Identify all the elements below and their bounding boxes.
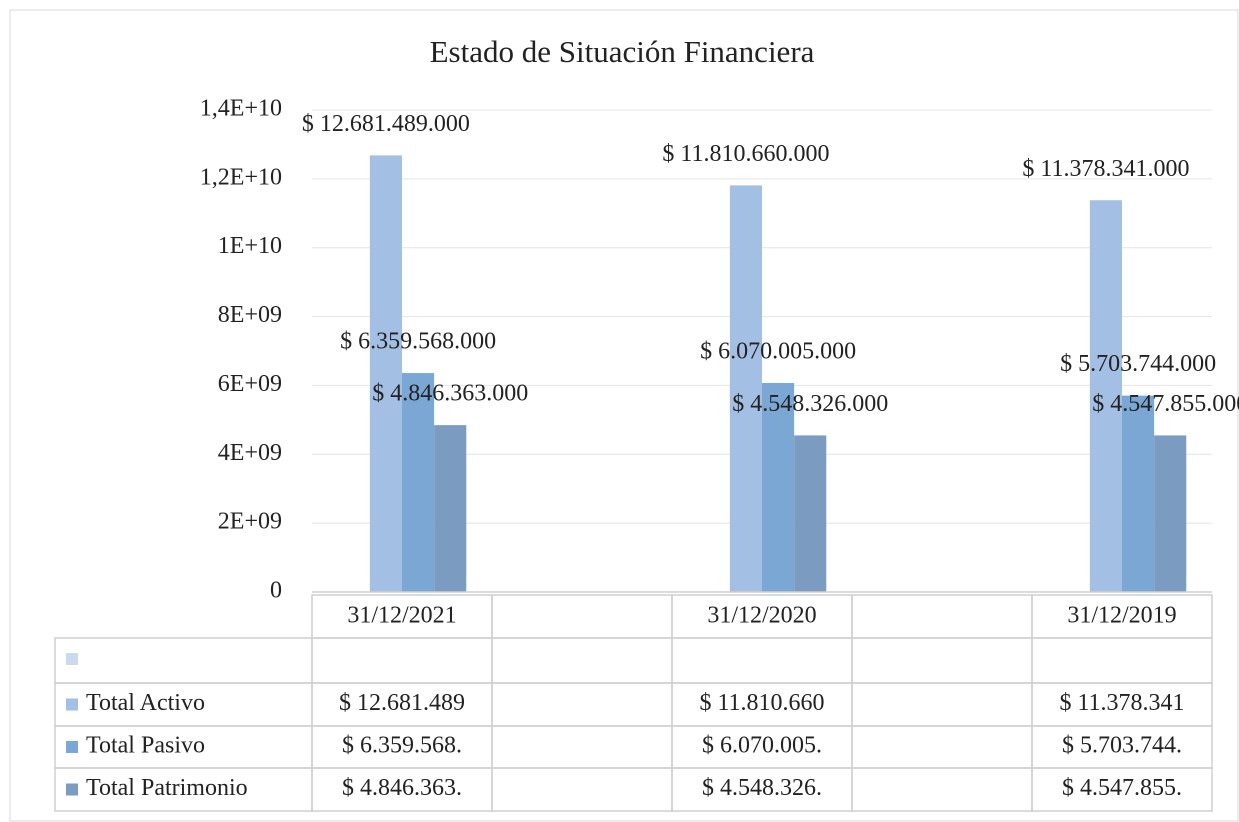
table-value: $ 11.810.660 <box>699 690 824 716</box>
table-cell <box>491 682 673 727</box>
data-label: $ 11.810.660.000 <box>662 141 829 167</box>
chart-border <box>9 9 1239 822</box>
legend-key <box>66 698 78 711</box>
y-tick-label: 0 <box>270 578 282 604</box>
y-tick-label: 4E+09 <box>218 440 282 466</box>
data-label: $ 11.378.341.000 <box>1022 156 1189 182</box>
table-cell <box>671 637 853 684</box>
table-cell <box>851 725 1033 769</box>
table-value: $ 4.548.326. <box>702 775 822 801</box>
chart-title: Estado de Situación Financiera <box>430 34 815 69</box>
data-label: $ 5.703.744.000 <box>1060 351 1216 377</box>
bar <box>434 425 467 592</box>
legend-key <box>66 653 78 665</box>
table-cell <box>851 594 1033 639</box>
data-label: $ 12.681.489.000 <box>302 111 470 137</box>
table-cell <box>491 594 673 639</box>
bar <box>729 185 762 592</box>
x-tick-label: 31/12/2021 <box>347 603 456 629</box>
x-tick-label: 31/12/2020 <box>707 603 816 629</box>
table-cell <box>491 637 673 684</box>
table-value: $ 6.070.005. <box>702 733 822 759</box>
legend-label: Total Patrimonio <box>86 775 248 801</box>
table-cell <box>491 767 673 812</box>
table-value: $ 5.703.744. <box>1062 733 1182 759</box>
y-tick-label: 2E+09 <box>218 509 282 535</box>
y-tick-label: 8E+09 <box>218 302 282 328</box>
table-value: $ 6.359.568. <box>342 733 462 759</box>
table-cell <box>1031 637 1213 684</box>
bar <box>1122 395 1155 592</box>
y-tick-label: 1,4E+10 <box>200 96 282 122</box>
bar <box>794 435 827 592</box>
bar <box>369 155 402 592</box>
bar <box>762 383 795 592</box>
data-label: $ 4.846.363.000 <box>372 381 528 407</box>
table-value: $ 4.547.855. <box>1062 775 1182 801</box>
table-cell <box>311 637 493 684</box>
data-label: $ 6.070.005.000 <box>700 339 856 365</box>
data-label: $ 6.359.568.000 <box>340 329 496 355</box>
table-value: $ 4.846.363. <box>342 775 462 801</box>
y-tick-label: 1,2E+10 <box>200 164 282 190</box>
bar <box>402 373 435 592</box>
table-cell <box>491 725 673 769</box>
bar <box>1089 200 1122 592</box>
legend-key <box>66 741 78 753</box>
bar <box>1154 435 1187 592</box>
table-cell <box>851 637 1033 684</box>
legend-key <box>66 783 78 796</box>
table-cell <box>851 767 1033 812</box>
table-value: $ 11.378.341 <box>1059 690 1184 716</box>
table-cell <box>54 637 313 684</box>
y-tick-label: 6E+09 <box>218 371 282 397</box>
table-value: $ 12.681.489 <box>339 690 465 716</box>
legend-label: Total Pasivo <box>86 733 205 759</box>
data-label: $ 4.548.326.000 <box>732 391 888 417</box>
y-tick-label: 1E+10 <box>218 233 282 259</box>
legend-label: Total Activo <box>86 690 205 716</box>
data-label: $ 4.547.855.000 <box>1092 391 1239 417</box>
table-cell <box>1031 767 1213 812</box>
x-tick-label: 31/12/2019 <box>1067 603 1176 629</box>
table-cell <box>851 682 1033 727</box>
